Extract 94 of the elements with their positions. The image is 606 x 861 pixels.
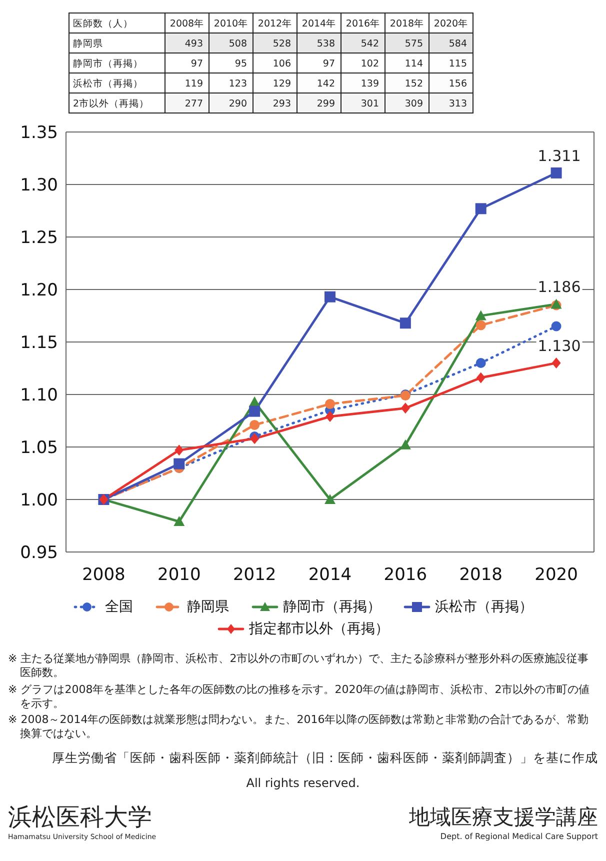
y-tick-label: 1.20	[20, 280, 58, 301]
text: 厚生労働省「医師・歯科医師・薬剤師統計（旧：医師・歯科医師・薬剤師調査）」を基に作成	[51, 750, 598, 766]
point	[249, 406, 260, 417]
point	[476, 358, 486, 368]
x-tick-label: 2020年	[434, 18, 468, 30]
text: 浜松医科大学	[8, 802, 153, 833]
point	[400, 402, 410, 414]
data-label: 97	[190, 58, 203, 70]
legend-label: 静岡県	[187, 598, 229, 616]
text: All rights reserved.	[245, 776, 361, 792]
data-label: 102	[360, 58, 379, 70]
data-label: 493	[184, 38, 203, 50]
data-label: 584	[448, 38, 467, 50]
point	[550, 167, 562, 178]
point	[324, 291, 336, 302]
data-label: 299	[316, 98, 335, 110]
y-tick-label: 0.95	[20, 543, 58, 564]
x-tick-label: 2008年	[170, 18, 204, 30]
point	[324, 494, 336, 504]
legend-label: 指定都市以外（再掲）	[249, 620, 389, 638]
x-tick-label: 2010年	[214, 18, 248, 30]
data-label: 106	[272, 58, 291, 70]
data-label: 123	[228, 78, 247, 90]
point	[249, 396, 260, 406]
x-tick-label: 2016	[384, 565, 428, 586]
point	[174, 516, 185, 526]
data-label: 139	[360, 78, 379, 90]
data-label: 528	[272, 38, 291, 50]
x-tick-label: 2020	[534, 565, 578, 586]
data-label: 290	[228, 98, 247, 110]
data-label: 156	[448, 78, 467, 90]
text: ※ グラフは2008年を基準とした各年の医師数の比の推移を示す。2020年の値は静岡市、浜松市、2市以外の市町の値を示す。	[8, 682, 591, 712]
y-tick-label: 1.00	[20, 490, 58, 511]
point	[250, 433, 260, 444]
data-label: 119	[184, 78, 203, 90]
x-tick-label: 2014	[308, 565, 352, 586]
data-label: 97	[322, 58, 335, 70]
data-label: 129	[272, 78, 291, 90]
y-tick-label: 1.35	[20, 123, 58, 144]
data-label: 152	[404, 78, 423, 90]
y-tick-label: 1.25	[20, 228, 58, 248]
point	[476, 372, 486, 384]
data-label: 142	[316, 78, 335, 90]
x-tick-label: 2010	[158, 565, 201, 586]
y-tick-label: 2市以外（再掲）	[73, 98, 150, 110]
point	[174, 458, 185, 470]
data-label: 575	[404, 38, 423, 50]
point	[551, 321, 562, 332]
point	[325, 398, 335, 409]
data-label: 114	[404, 58, 423, 70]
x-tick-label: 2018	[459, 565, 502, 586]
point	[400, 318, 411, 329]
text: Dept. of Regional Medical Care Support	[439, 832, 598, 842]
text: 医師数（人）	[73, 18, 133, 30]
y-tick-label: 静岡市（再掲）	[73, 58, 143, 70]
data-label: 115	[448, 58, 467, 70]
x-tick-label: 2008	[82, 565, 126, 586]
x-tick-label: 2014年	[302, 18, 336, 30]
y-tick-label: 浜松市（再掲）	[73, 78, 143, 90]
x-tick-label: 2012年	[258, 18, 292, 30]
x-tick-label: 2012	[232, 565, 276, 586]
point	[174, 444, 184, 456]
data-label: 313	[448, 98, 467, 110]
y-tick-label: 1.05	[20, 438, 58, 458]
y-tick-label: 1.30	[20, 176, 58, 196]
data-label: 301	[360, 98, 379, 110]
data-label: 293	[272, 98, 291, 110]
data-label: 309	[404, 98, 423, 110]
text: ※ 2008～2014年の医師数は就業形態は問わない。また、2016年以降の医師数は常勤と非常勤の合計であるが、常勤換算ではない。	[8, 713, 590, 742]
point	[400, 439, 411, 450]
data-label: 542	[360, 38, 379, 50]
text: 地域医療支援学講座	[409, 804, 598, 832]
data-label: 1.186	[538, 278, 581, 296]
y-tick-label: 1.15	[20, 333, 58, 354]
data-label: 277	[184, 98, 203, 110]
data-label: 95	[234, 58, 247, 70]
point	[475, 310, 486, 320]
point	[326, 411, 334, 422]
data-label: 538	[316, 38, 335, 50]
legend-label: 浜松市（再掲）	[435, 598, 533, 616]
x-tick-label: 2018年	[390, 18, 424, 30]
x-tick-label: 2016年	[346, 18, 380, 30]
y-tick-label: 1.10	[20, 386, 58, 406]
point	[476, 320, 486, 330]
legend-label: 静岡市（再掲）	[283, 598, 381, 616]
legend-label: 全国	[105, 598, 133, 616]
data-label: 1.311	[538, 146, 581, 165]
data-label: 508	[228, 38, 247, 50]
point	[475, 203, 486, 214]
text: ※ 主たる従業地が静岡県（静岡市、浜松市、2市以外の市町のいずれか）で、主たる診療科が整形外科の医療施設従事医師数。	[8, 652, 590, 681]
point	[552, 358, 561, 368]
data-label: 1.130	[538, 337, 581, 355]
point	[250, 420, 260, 430]
y-tick-label: 静岡県	[73, 38, 103, 50]
